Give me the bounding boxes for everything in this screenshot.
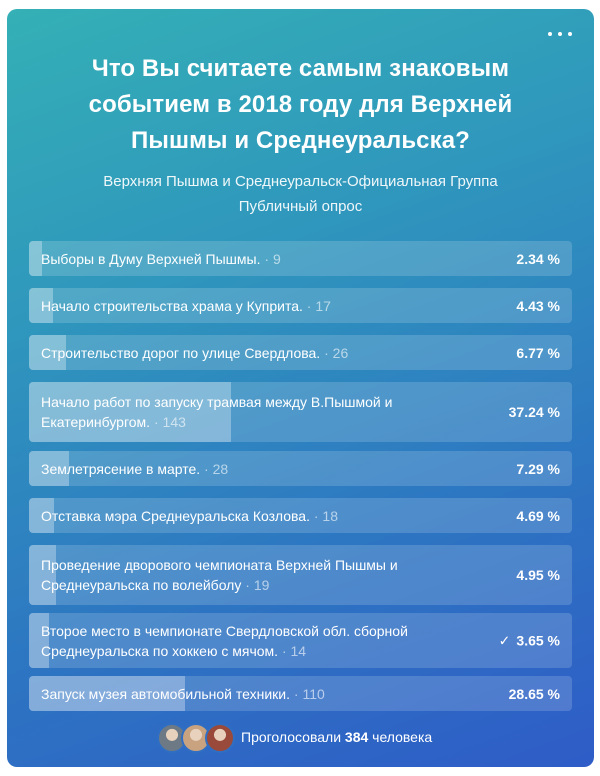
poll-option-text: Начало строительства храма у Куприта. · … — [41, 297, 331, 314]
poll-option-count: 18 — [322, 507, 338, 524]
poll-option-percent: 7.29 % — [516, 461, 560, 477]
poll-option-text: Строительство дорог по улице Свердлова. … — [41, 344, 349, 361]
voter-avatar[interactable] — [205, 723, 235, 753]
poll-author[interactable]: Верхняя Пышма и Среднеуральск-Официальна… — [103, 173, 498, 190]
poll-option-percent: 4.69 % — [516, 508, 560, 524]
poll-option-fill — [29, 613, 49, 668]
poll-option-percent-value: 28.65 % — [508, 685, 560, 702]
poll-card: Что Вы считаете самым знаковым событием … — [7, 9, 594, 767]
poll-option-label: Землетрясение в марте. — [41, 460, 201, 477]
poll-option-text: Выборы в Думу Верхней Пышмы. · 9 — [41, 250, 281, 267]
poll-option-text: Начало работ по запуску трамвая между В.… — [41, 394, 393, 430]
poll-option-count: 9 — [272, 250, 281, 267]
poll-option[interactable]: Второе место в чемпионате Свердловской о… — [29, 613, 572, 668]
poll-option-count: 143 — [162, 414, 186, 430]
poll-option-percent: 2.34 % — [516, 251, 560, 267]
poll-option[interactable]: Землетрясение в марте. · 28 7.29 % — [29, 451, 572, 486]
poll-option-fill — [29, 451, 69, 486]
poll-option-fill — [29, 498, 55, 533]
poll-option-count: 14 — [290, 642, 307, 659]
poll-option-fill — [29, 545, 56, 605]
poll-option-text: Отставка мэра Среднеуральска Козлова. · … — [41, 507, 338, 524]
poll-option-fill — [29, 288, 54, 323]
poll-option-fill — [29, 335, 66, 370]
poll-option-label: Выборы в Думу Верхней Пышмы. — [41, 250, 261, 267]
more-dots-icon[interactable] — [548, 29, 572, 39]
poll-option-text: Второе место в чемпионате Свердловской о… — [41, 622, 408, 659]
poll-option-text: Проведение дворового чемпионата Верхней … — [41, 557, 398, 593]
poll-option-percent-value: 4.95 % — [516, 567, 560, 583]
votes-suffix: человека — [372, 729, 433, 745]
voter-avatars[interactable] — [157, 723, 247, 753]
poll-option-label: Запуск музея автомобильной техники. — [41, 685, 290, 702]
poll-option-label: Начало работ по запуску трамвая между В.… — [41, 394, 393, 430]
poll-title: Что Вы считаете самым знаковым событием … — [88, 55, 513, 154]
poll-option-text: Землетрясение в марте. · 28 — [41, 460, 229, 477]
checkmark-icon: ✓ — [498, 632, 511, 648]
poll-option[interactable]: Строительство дорог по улице Свердлова. … — [29, 335, 572, 370]
poll-option[interactable]: Запуск музея автомобильной техники. · 11… — [29, 676, 572, 711]
poll-type: Публичный опрос — [238, 198, 363, 215]
poll-option-label: Отставка мэра Среднеуральска Козлова. — [41, 507, 310, 524]
poll-option-fill — [29, 382, 232, 442]
poll-option-percent: 6.77 % — [516, 345, 560, 361]
poll-option-label: Проведение дворового чемпионата Верхней … — [41, 557, 398, 593]
poll-option[interactable]: Выборы в Думу Верхней Пышмы. · 9 2.34 % — [29, 241, 572, 276]
poll-option-percent: 4.43 % — [516, 298, 560, 314]
poll-option-label: Начало строительства храма у Куприта. — [41, 297, 303, 314]
poll-option-percent: 4.95 % — [516, 567, 560, 583]
poll-option[interactable]: Отставка мэра Среднеуральска Козлова. · … — [29, 498, 572, 533]
poll-option-percent: 37.24 % — [509, 404, 560, 420]
votes-count: 384 — [344, 729, 369, 745]
poll-option-percent-value: 4.69 % — [516, 507, 560, 524]
poll-option-text: Запуск музея автомобильной техники. · 11… — [41, 685, 325, 702]
poll-option-count: 110 — [302, 685, 325, 702]
poll-option-percent-value: 4.43 % — [516, 297, 560, 314]
poll-option-percent: 28.65 % — [509, 686, 560, 702]
poll-option-percent-value: 3.65 % — [516, 632, 560, 648]
poll-option-label: Второе место в чемпионате Свердловской о… — [41, 622, 408, 659]
poll-option-percent-value: 7.29 % — [516, 460, 560, 477]
poll-footer: Проголосовали 384 человека — [7, 721, 594, 753]
poll-option-count: 26 — [332, 344, 349, 361]
votes-total[interactable]: Проголосовали 384 человека — [241, 729, 432, 745]
poll-option-percent: ✓ 3.65 % — [499, 632, 560, 649]
poll-option-label: Строительство дорог по улице Свердлова. — [41, 344, 321, 361]
poll-option-percent-value: 6.77 % — [516, 344, 560, 361]
poll-option-count: 28 — [212, 460, 229, 477]
votes-prefix: Проголосовали — [241, 729, 342, 745]
poll-option-percent-value: 2.34 % — [516, 250, 560, 267]
poll-option[interactable]: Проведение дворового чемпионата Верхней … — [29, 545, 572, 605]
poll-option-count: 19 — [253, 577, 270, 593]
poll-option[interactable]: Начало работ по запуску трамвая между В.… — [29, 382, 572, 442]
poll-option-percent-value: 37.24 % — [508, 404, 560, 420]
poll-option[interactable]: Начало строительства храма у Куприта. · … — [29, 288, 572, 323]
poll-option-fill — [29, 241, 42, 276]
poll-option-fill — [29, 676, 185, 711]
poll-option-count: 17 — [315, 297, 331, 314]
